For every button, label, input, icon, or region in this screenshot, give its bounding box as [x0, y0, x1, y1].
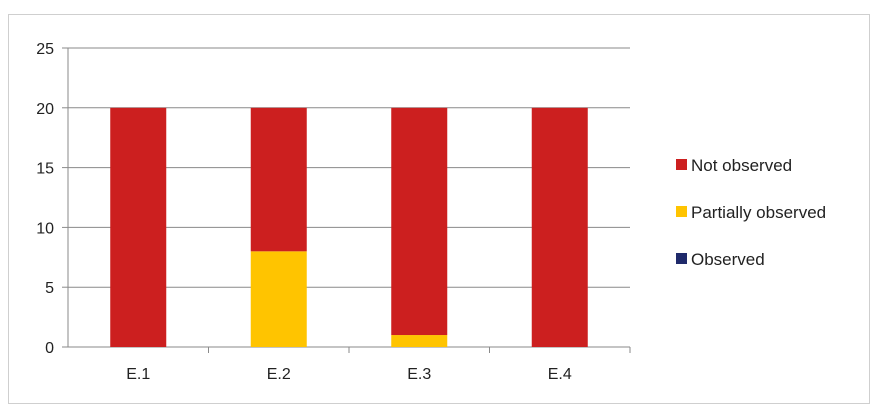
- legend-swatch-not-observed: [676, 159, 687, 170]
- legend-swatch-observed: [676, 253, 687, 264]
- bar-not-observed-E3: [391, 107, 448, 336]
- y-tick-label: 5: [45, 280, 54, 297]
- bar-partially-observed-E2: [250, 251, 307, 347]
- bar-partially-observed-E3: [391, 335, 448, 347]
- y-tick-label: 20: [36, 101, 54, 118]
- legend-label: Partially observed: [691, 203, 826, 222]
- bar-not-observed-E4: [531, 107, 588, 347]
- legend-swatch-partially-observed: [676, 206, 687, 217]
- x-tick-label: E.1: [126, 366, 150, 383]
- bar-not-observed-E2: [250, 107, 307, 252]
- x-tick-label: E.3: [407, 366, 431, 383]
- y-tick-label: 25: [36, 41, 54, 58]
- legend-label: Not observed: [691, 156, 792, 175]
- legend-label: Observed: [691, 250, 765, 269]
- y-tick-label: 10: [36, 220, 54, 237]
- x-tick-label: E.2: [267, 366, 291, 383]
- bar-not-observed-E1: [110, 107, 167, 347]
- y-tick-label: 15: [36, 161, 54, 178]
- y-tick-label: 0: [45, 340, 54, 357]
- x-tick-label: E.4: [548, 366, 572, 383]
